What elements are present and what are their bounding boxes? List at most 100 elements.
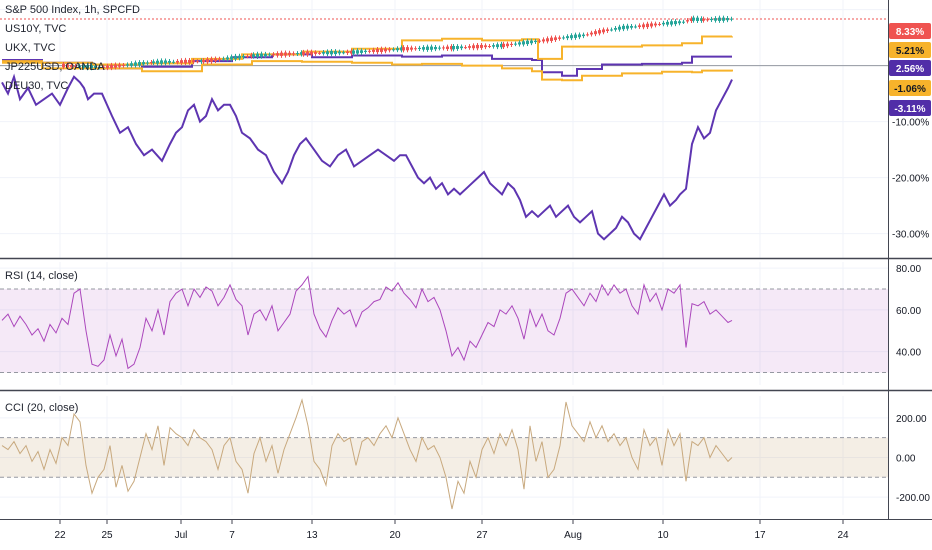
- candle-body: [642, 24, 645, 28]
- candle-body: [630, 25, 633, 28]
- legend-label[interactable]: JP225USD, OANDA: [5, 61, 105, 73]
- candle-body: [318, 52, 321, 54]
- candle-body: [654, 23, 657, 26]
- candle-body: [452, 46, 455, 50]
- candle-body: [164, 60, 167, 64]
- candle-body: [502, 43, 505, 48]
- candle-body: [650, 23, 653, 27]
- price-tick-label: -20.00%: [892, 174, 929, 185]
- candle-body: [210, 58, 213, 62]
- time-tick-label: 17: [754, 530, 766, 541]
- candle-body: [492, 45, 495, 47]
- series-line-jp225usd: [2, 60, 733, 82]
- candle-body: [530, 40, 533, 44]
- candle-body: [400, 47, 403, 51]
- rsi-pane[interactable]: RSI (14, close) 80.00 60.00 40.00: [0, 262, 921, 385]
- candle-body: [434, 46, 437, 50]
- main-price-badges: 8.33% 5.21% 2.56% -1.06% -3.11%: [889, 23, 931, 116]
- candle-body: [594, 31, 597, 35]
- candle-body: [78, 65, 81, 67]
- legend-label[interactable]: S&P 500 Index, 1h, SPCFD: [5, 4, 140, 16]
- candle-body: [326, 51, 329, 55]
- candle-body: [86, 64, 89, 69]
- candle-body: [110, 64, 113, 69]
- candle-body: [372, 49, 375, 52]
- candle-body: [90, 65, 93, 69]
- candle-body: [396, 48, 399, 51]
- candle-body: [296, 53, 299, 55]
- candle-body: [392, 49, 395, 51]
- candle-body: [550, 37, 553, 41]
- time-tick-label: Aug: [564, 530, 582, 541]
- candle-body: [682, 21, 685, 23]
- price-badge: [889, 42, 931, 58]
- candle-body: [256, 53, 259, 57]
- cci-axis[interactable]: 200.00 0.00 -200.00: [896, 414, 930, 504]
- series-line-ukx: [2, 53, 732, 77]
- time-axis[interactable]: 22 25 Jul 7 13 20 27 Aug 10 17 24: [54, 520, 849, 541]
- candle-body: [314, 52, 317, 54]
- candle-body: [188, 59, 191, 63]
- price-badge-text: 5.21%: [896, 46, 924, 57]
- candle-body: [710, 18, 713, 21]
- candle-body: [460, 46, 463, 49]
- candle-body: [146, 62, 149, 64]
- cci-title[interactable]: CCI (20, close): [5, 402, 78, 414]
- candle-body: [334, 51, 337, 55]
- candle-body: [184, 59, 187, 64]
- candle-body: [364, 50, 367, 52]
- candle-body: [692, 17, 695, 21]
- rsi-axis[interactable]: 80.00 60.00 40.00: [896, 264, 921, 359]
- main-pane[interactable]: S&P 500 Index, 1h, SPCFD US10Y, TVC UKX, T…: [0, 0, 931, 258]
- rsi-title[interactable]: RSI (14, close): [5, 270, 78, 282]
- rsi-band-fill: [0, 289, 888, 373]
- candle-body: [222, 58, 225, 60]
- candle-body: [252, 54, 255, 57]
- legend-label[interactable]: UKX, TVC: [5, 42, 56, 54]
- candle-body: [598, 30, 601, 34]
- price-badge-text: 2.56%: [896, 64, 924, 75]
- candle-body: [422, 47, 425, 50]
- candle-body: [214, 58, 217, 62]
- candle-body: [542, 39, 545, 42]
- main-series-group: [1, 15, 733, 241]
- indicator-tick-label: -200.00: [896, 493, 930, 504]
- candle-body: [582, 34, 585, 37]
- candle-body: [714, 18, 717, 21]
- candle-body: [622, 25, 625, 30]
- candle-body: [142, 62, 145, 65]
- candle-body: [160, 60, 163, 64]
- legend-label[interactable]: DEU30, TVC: [5, 80, 68, 92]
- time-tick-label: 25: [101, 530, 113, 541]
- candle-body: [226, 57, 229, 60]
- indicator-tick-label: 60.00: [896, 306, 921, 317]
- price-tick-label: -10.00%: [892, 118, 929, 129]
- candle-body: [350, 50, 353, 54]
- legend-label[interactable]: US10Y, TVC: [5, 23, 66, 35]
- candle-body: [300, 52, 303, 55]
- candle-body: [522, 41, 525, 45]
- candle-body: [456, 46, 459, 49]
- candle-body: [138, 62, 141, 66]
- indicator-tick-label: 0.00: [896, 453, 916, 464]
- candle-body: [62, 63, 65, 68]
- candle-body: [686, 20, 689, 22]
- candle-body: [562, 37, 565, 39]
- candle-body: [284, 52, 287, 56]
- candle-body: [722, 17, 725, 21]
- candle-body: [122, 64, 125, 66]
- cci-pane[interactable]: CCI (20, close) 200.00 0.00 -200.00: [0, 396, 930, 515]
- candle-body: [546, 38, 549, 42]
- candle-body: [288, 52, 291, 56]
- cci-grid: [0, 396, 888, 515]
- candle-body: [342, 52, 345, 54]
- candle-body: [646, 23, 649, 28]
- rsi-grid: [0, 262, 888, 385]
- candle-body: [702, 18, 705, 21]
- main-price-axis[interactable]: -10.00% -20.00% -30.00%: [892, 118, 929, 241]
- candle-body: [496, 44, 499, 48]
- candle-body: [66, 64, 69, 68]
- candle-body: [280, 52, 283, 56]
- candle-body: [484, 45, 487, 48]
